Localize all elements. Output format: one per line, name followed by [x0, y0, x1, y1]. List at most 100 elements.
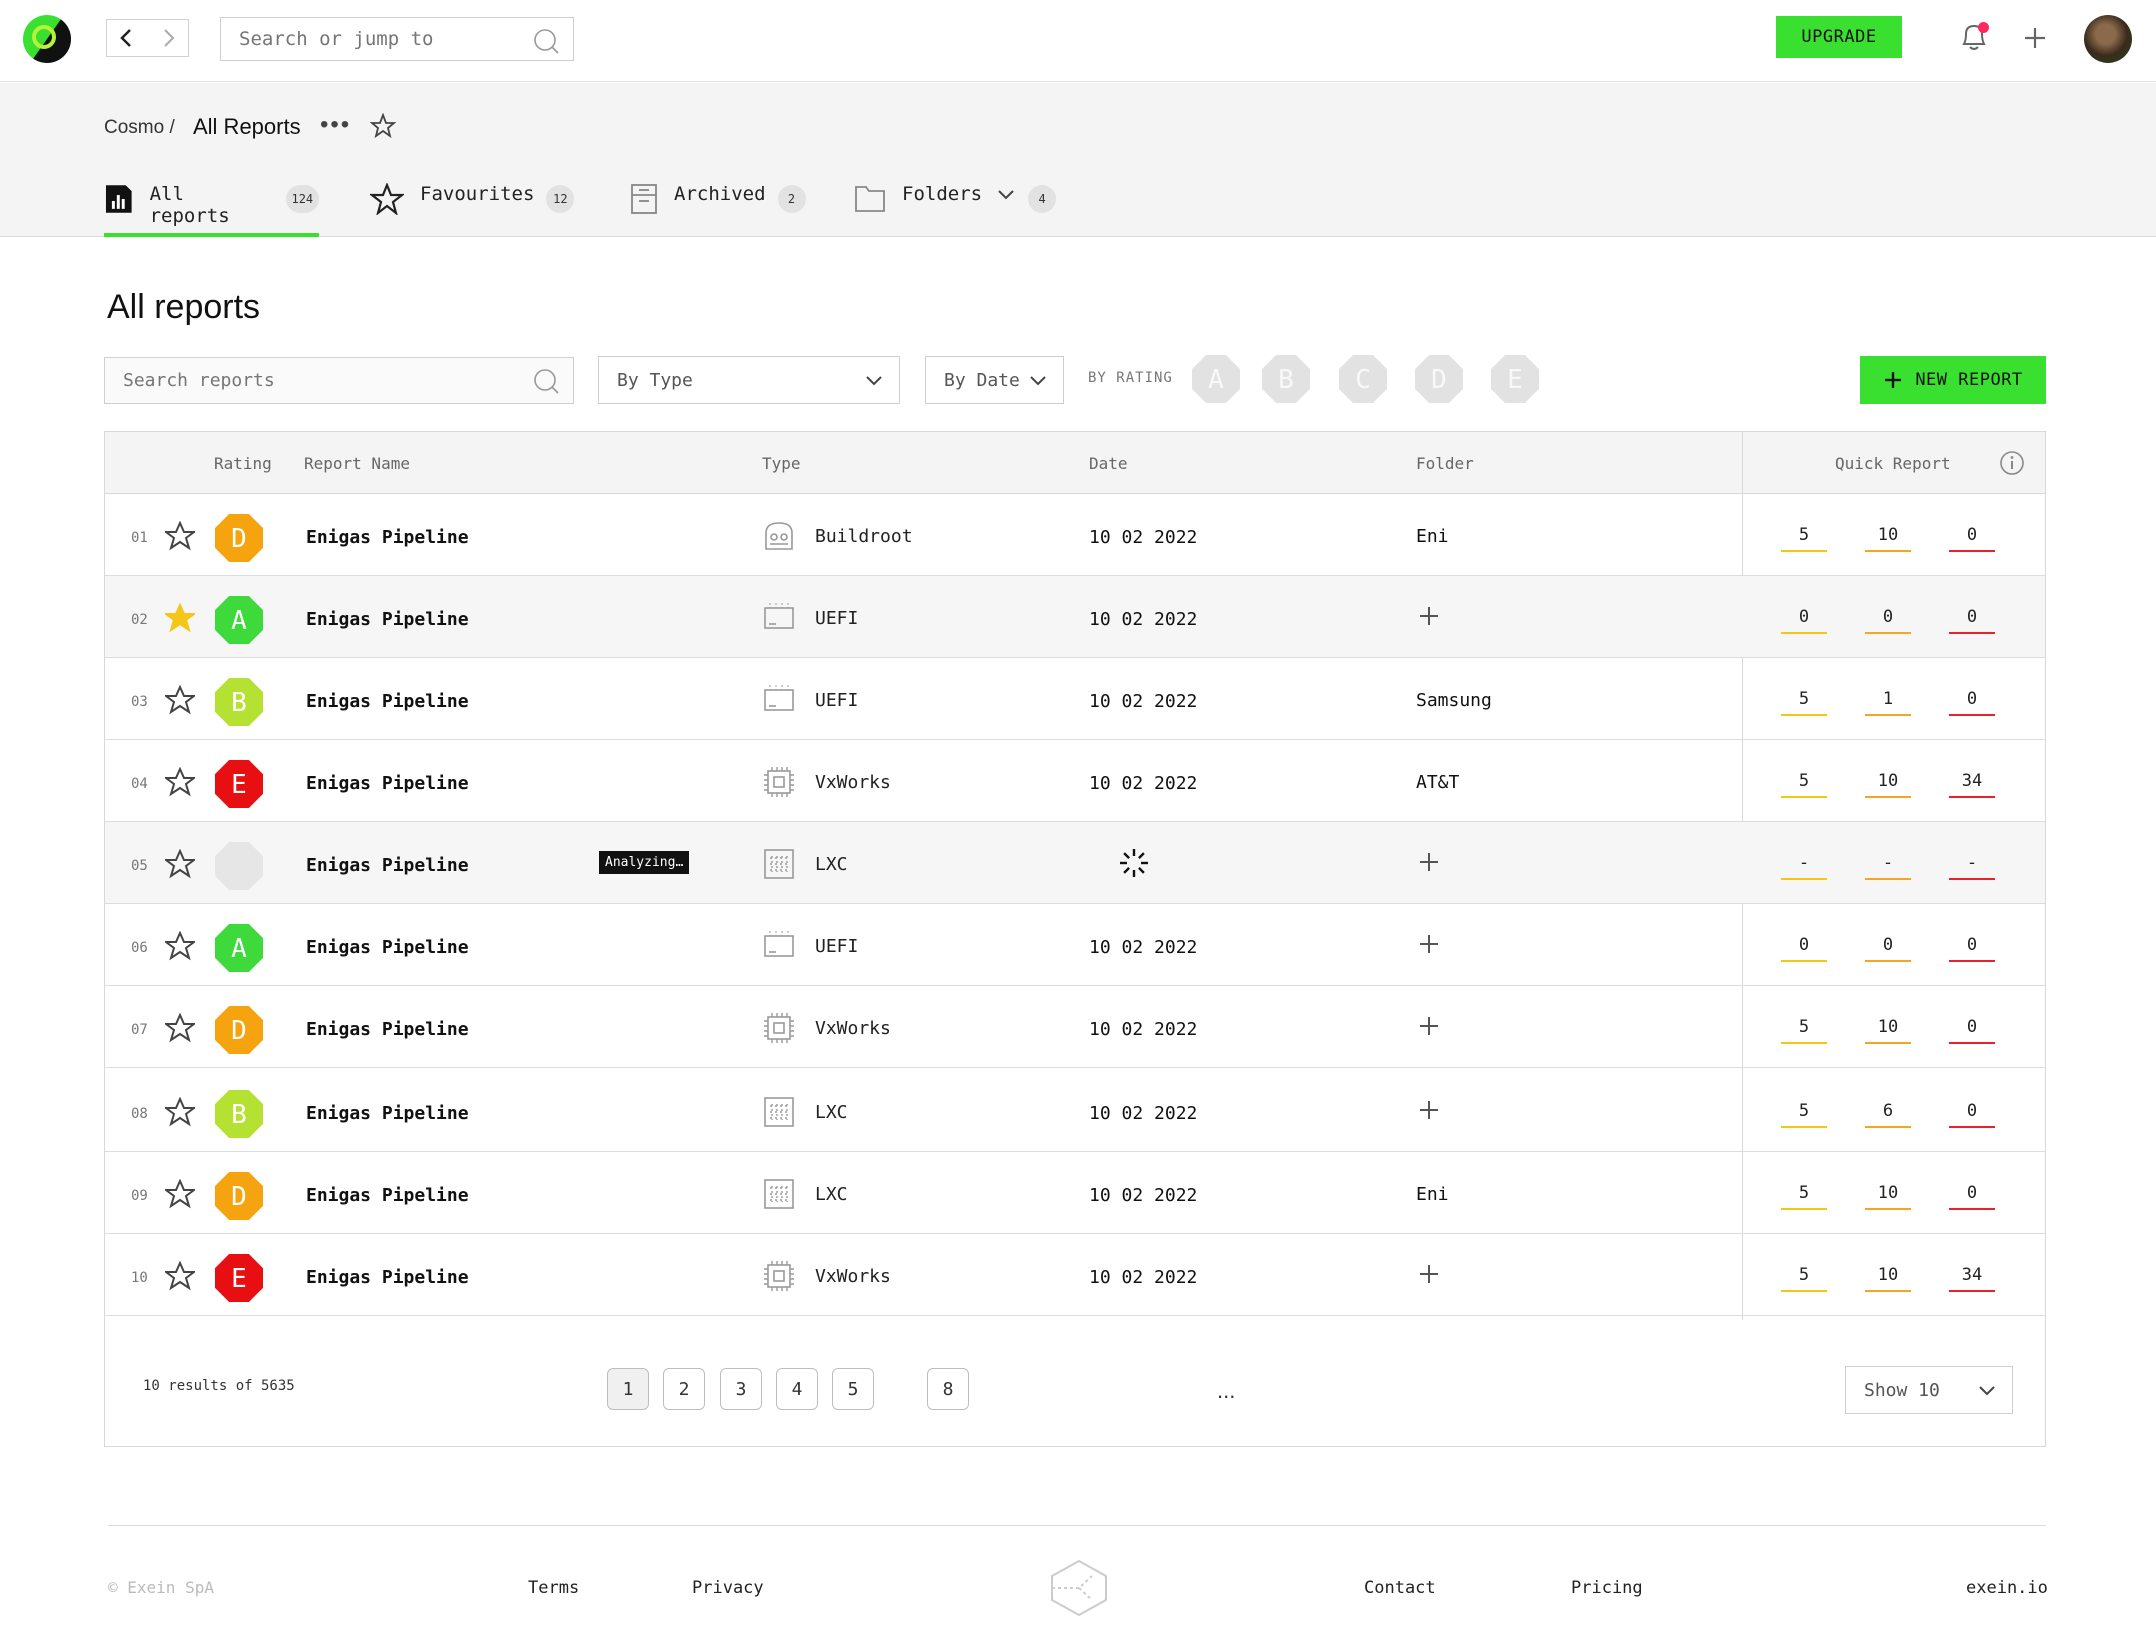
table-row[interactable]: 10 E Enigas Pipeline VxWorks 10 02 2022 5 10 34 [105, 1234, 2045, 1316]
report-name[interactable]: Enigas Pipeline [306, 1267, 469, 1288]
rating-filter-c[interactable]: C [1337, 353, 1389, 405]
add-folder-plus-icon[interactable] [1417, 1014, 1441, 1038]
star-icon[interactable] [163, 520, 197, 551]
star-icon[interactable] [163, 848, 197, 879]
rating-filter-a[interactable]: A [1190, 353, 1242, 405]
report-folder[interactable]: AT&T [1416, 772, 1460, 793]
info-icon[interactable] [1999, 450, 2025, 476]
table-row[interactable]: 09 D Enigas Pipeline LXC 10 02 2022 Eni 5 10 0 [105, 1152, 2045, 1234]
report-name[interactable]: Enigas Pipeline [306, 773, 469, 794]
global-search-input[interactable] [221, 18, 511, 60]
add-folder-plus-icon[interactable] [1417, 604, 1441, 628]
col-rating[interactable]: Rating [214, 454, 272, 473]
star-icon[interactable] [163, 1096, 197, 1127]
upgrade-button[interactable]: UPGRADE [1776, 16, 1902, 58]
star-icon[interactable] [163, 1260, 197, 1291]
footer-contact-link[interactable]: Contact [1364, 1578, 1436, 1598]
footer-terms-link[interactable]: Terms [528, 1578, 580, 1598]
forward-button[interactable] [147, 19, 189, 57]
report-name[interactable]: Enigas Pipeline [306, 691, 469, 712]
table-row[interactable]: 04 E Enigas Pipeline VxWorks 10 02 2022 AT&T 5… [105, 740, 2045, 822]
footer-pricing-link[interactable]: Pricing [1571, 1578, 1643, 1598]
add-folder-plus-icon[interactable] [1417, 1098, 1441, 1122]
new-report-button[interactable]: NEW REPORT [1860, 356, 2046, 404]
star-filled-icon[interactable] [163, 602, 197, 633]
report-folder[interactable]: Eni [1416, 526, 1449, 547]
chevron-down-icon [1979, 1386, 1995, 1396]
report-folder[interactable]: Samsung [1416, 690, 1492, 711]
page-button-2[interactable]: 2 [663, 1368, 705, 1410]
table-row[interactable]: 03 B Enigas Pipeline UEFI 10 02 2022 Samsung 5… [105, 658, 2045, 740]
star-icon[interactable] [163, 1178, 197, 1209]
col-date[interactable]: Date [1089, 454, 1128, 473]
report-name[interactable]: Enigas Pipeline [306, 1103, 469, 1124]
tab-favourites[interactable]: Favourites 12 [370, 183, 575, 237]
rating-filter-b[interactable]: B [1260, 353, 1312, 405]
tab-count-badge: 2 [777, 185, 806, 213]
add-folder-plus-icon[interactable] [1417, 932, 1441, 956]
report-name[interactable]: Enigas Pipeline [306, 937, 469, 958]
star-icon[interactable] [163, 684, 197, 715]
col-report-name[interactable]: Report Name [304, 454, 410, 473]
col-type[interactable]: Type [762, 454, 801, 473]
page-button-8[interactable]: 8 [927, 1368, 969, 1410]
report-name[interactable]: Enigas Pipeline [306, 527, 469, 548]
date-filter-select[interactable]: By Date [925, 356, 1064, 404]
page-button-4[interactable]: 4 [776, 1368, 818, 1410]
report-name[interactable]: Enigas Pipeline [306, 1185, 469, 1206]
star-icon[interactable] [163, 766, 197, 797]
report-name[interactable]: Enigas Pipeline [306, 855, 469, 876]
svg-text:E: E [1507, 365, 1523, 395]
report-search-input[interactable] [105, 358, 505, 403]
app-logo-icon[interactable] [22, 14, 72, 64]
tab-all-reports[interactable]: All reports 124 [104, 183, 319, 237]
page-size-select[interactable]: Show 10 [1845, 1366, 2013, 1414]
table-row[interactable]: 07 D Enigas Pipeline VxWorks 10 02 2022 5 10 0 [105, 986, 2045, 1068]
page-button-3[interactable]: 3 [720, 1368, 762, 1410]
chip-icon [764, 1261, 794, 1291]
report-name[interactable]: Enigas Pipeline [306, 1019, 469, 1040]
page-button-5[interactable]: 5 [832, 1368, 874, 1410]
add-folder-plus-icon[interactable] [1417, 850, 1441, 874]
quick-report-high: 34 [1949, 766, 1995, 798]
create-plus-icon[interactable] [2022, 20, 2048, 54]
table-row[interactable]: 06 A Enigas Pipeline UEFI 10 02 2022 0 0 0 [105, 904, 2045, 986]
favourite-star-icon[interactable] [370, 113, 396, 139]
col-folder[interactable]: Folder [1416, 454, 1474, 473]
breadcrumb-root[interactable]: Cosmo / [104, 117, 175, 138]
notifications-button[interactable] [1958, 20, 1990, 59]
star-icon[interactable] [163, 930, 197, 961]
tab-count-badge: 12 [546, 185, 575, 213]
report-type: Buildroot [815, 526, 913, 547]
page-header: Cosmo / All Reports ••• All reports 124 … [0, 83, 2156, 237]
user-avatar[interactable] [2084, 15, 2132, 63]
footer-privacy-link[interactable]: Privacy [692, 1578, 764, 1598]
row-number: 10 [131, 1270, 148, 1286]
back-button[interactable] [106, 19, 148, 57]
more-options-button[interactable]: ••• [320, 111, 352, 138]
quick-report-medium: 10 [1865, 520, 1911, 552]
tab-folders[interactable]: Folders 4 [854, 183, 1057, 237]
add-folder-plus-icon[interactable] [1417, 1262, 1441, 1286]
page-button-1[interactable]: 1 [607, 1368, 649, 1410]
footer-site-link[interactable]: exein.io [1966, 1578, 2048, 1598]
star-icon[interactable] [163, 1012, 197, 1043]
tab-count-badge: 124 [285, 185, 319, 213]
quick-report-medium: 0 [1865, 602, 1911, 634]
report-name[interactable]: Enigas Pipeline [306, 609, 469, 630]
table-row[interactable]: 01 D Enigas Pipeline Buildroot 10 02 2022 Eni… [105, 494, 2045, 576]
table-row[interactable]: 05 Enigas Pipeline Analyzing… LXC - - - [105, 822, 2045, 904]
rating-filter-e[interactable]: E [1489, 353, 1541, 405]
type-filter-select[interactable]: By Type [598, 356, 900, 404]
search-icon[interactable] [533, 368, 559, 394]
search-icon[interactable] [533, 28, 559, 54]
rating-badge: B [213, 676, 265, 728]
tab-archived[interactable]: Archived 2 [630, 183, 806, 237]
table-row[interactable]: 08 B Enigas Pipeline LXC 10 02 2022 5 6 0 [105, 1070, 2045, 1152]
report-folder[interactable]: Eni [1416, 1184, 1449, 1205]
rating-filter-d[interactable]: D [1413, 353, 1465, 405]
table-header: Rating Report Name Type Date Folder Quic… [105, 432, 2045, 494]
table-row[interactable]: 02 A Enigas Pipeline UEFI 10 02 2022 0 0 0 [105, 576, 2045, 658]
rating-badge: E [213, 758, 265, 810]
report-type: LXC [815, 1184, 848, 1205]
